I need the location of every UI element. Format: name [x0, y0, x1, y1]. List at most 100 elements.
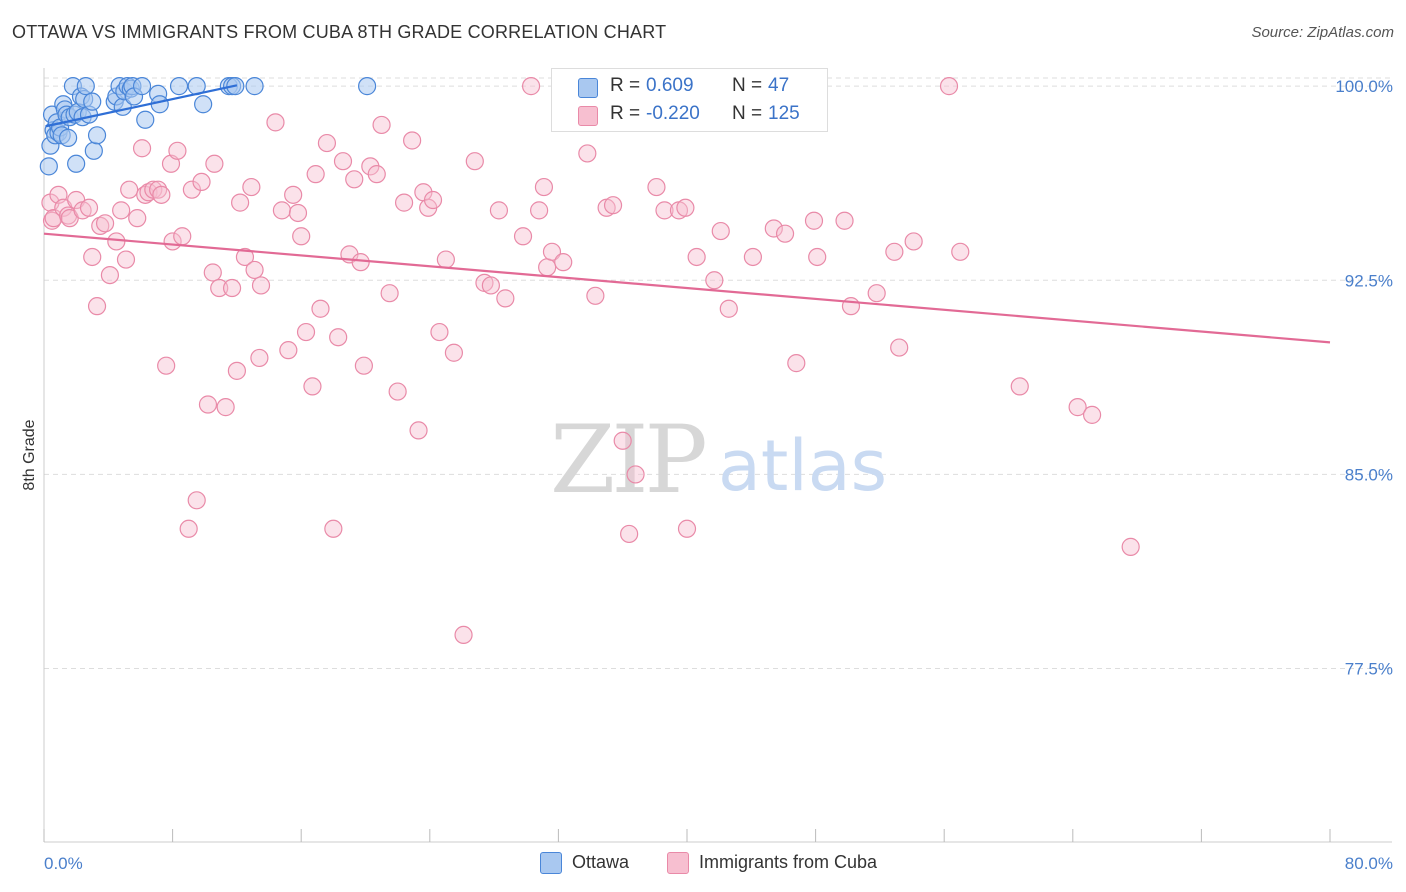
cuba-data-point: [216, 398, 235, 417]
ottawa-data-point: [59, 128, 78, 147]
ottawa-data-point: [83, 92, 102, 111]
cuba-data-point: [251, 276, 271, 295]
cuba-data-point: [465, 152, 484, 171]
cuba-data-point: [317, 133, 337, 153]
y-tick-label: 92.5%: [1345, 271, 1393, 290]
cuba-data-point: [521, 77, 541, 96]
ottawa-data-point: [358, 77, 377, 96]
n-label: N =: [732, 103, 763, 124]
ottawa-legend-label: Ottawa: [572, 852, 630, 872]
cuba-data-point: [808, 247, 827, 267]
cuba-data-point: [329, 328, 348, 347]
cuba-data-point: [890, 338, 909, 357]
cuba-data-point: [345, 170, 364, 189]
cuba-data-point: [430, 322, 449, 342]
cuba-data-point: [489, 201, 509, 220]
cuba-data-point: [513, 227, 533, 246]
cuba-data-point: [1068, 398, 1087, 417]
cuba-data-point: [210, 278, 229, 298]
ottawa-data-point: [39, 157, 58, 176]
cuba-data-point: [677, 519, 697, 538]
cuba-data-point: [1082, 405, 1102, 424]
watermark-atlas: atlas: [718, 425, 887, 507]
cuba-data-point: [149, 180, 168, 199]
cuba-data-point: [333, 152, 353, 171]
cuba-data-point: [787, 354, 806, 373]
cuba-data-point: [554, 253, 573, 272]
cuba-data-point: [655, 201, 674, 220]
cuba-data-point: [841, 297, 861, 316]
cuba-data-point: [705, 271, 724, 290]
cuba-data-point: [222, 278, 242, 298]
cuba-data-point: [128, 209, 147, 228]
cuba-data-point: [87, 297, 107, 316]
cuba-legend-label: Immigrants from Cuba: [699, 852, 878, 872]
cuba-data-point: [835, 211, 854, 230]
cuba-data-point: [132, 139, 152, 158]
cuba-n-value: 125: [768, 103, 800, 124]
cuba-data-point: [306, 165, 325, 184]
cuba-data-point: [586, 286, 605, 305]
cuba-data-point: [711, 221, 730, 241]
cuba-data-point: [296, 322, 316, 342]
cuba-data-point: [120, 180, 139, 199]
cuba-data-point: [187, 491, 206, 510]
source-label: Source: ZipAtlas.com: [1251, 24, 1394, 41]
ottawa-r-value: 0.609: [646, 75, 694, 96]
correlation-legend: R = 0.609 N = 47 R = -0.220 N = 125: [551, 68, 828, 132]
cuba-data-point: [192, 172, 211, 191]
cuba-data-point: [79, 198, 99, 217]
ottawa-trend-line: [45, 84, 238, 128]
cuba-data-point: [83, 247, 102, 267]
ottawa-n-value: 47: [768, 75, 790, 96]
y-tick-label: 85.0%: [1345, 465, 1393, 484]
n-label: N =: [732, 75, 763, 96]
cuba-data-point: [242, 177, 261, 197]
cuba-data-point: [279, 341, 298, 360]
cuba-r-value: -0.220: [646, 103, 700, 124]
cuba-data-point: [372, 115, 391, 135]
cuba-data-point: [481, 276, 500, 295]
chart-title: OTTAWA VS IMMIGRANTS FROM CUBA 8TH GRADE…: [12, 22, 667, 42]
cuba-data-point: [168, 141, 187, 160]
cuba-data-point: [324, 519, 343, 538]
cuba-data-point: [687, 247, 706, 267]
cuba-data-point: [205, 154, 224, 173]
cuba-data-point: [394, 193, 414, 212]
ottawa-data-point: [136, 110, 155, 129]
cuba-data-point: [444, 343, 464, 362]
ottawa-data-point: [150, 95, 169, 114]
cuba-data-point: [603, 196, 623, 215]
zipatlas-watermark: ZIP atlas: [550, 406, 887, 515]
cuba-data-point: [542, 242, 562, 261]
cuba-data-point: [620, 524, 639, 544]
cuba-data-point: [292, 227, 311, 246]
cuba-data-point: [116, 250, 136, 269]
ottawa-data-point: [132, 77, 152, 96]
x-tick-label-min: 0.0%: [44, 854, 83, 873]
x-ticks: [43, 829, 1331, 842]
ottawa-data-point: [87, 126, 107, 145]
ottawa-data-point: [245, 77, 264, 96]
cuba-data-point: [351, 253, 370, 272]
cuba-data-point: [743, 247, 763, 267]
y-tick-labels: 77.5% 85.0% 92.5% 100.0%: [1335, 77, 1393, 678]
cuba-data-point: [288, 203, 308, 223]
cuba-data-point: [436, 250, 455, 269]
cuba-data-point: [179, 519, 198, 538]
watermark-zip: ZIP: [550, 406, 704, 515]
cuba-data-point: [538, 258, 557, 277]
cuba-points: [41, 77, 1140, 645]
legend-row-cuba: R = -0.220 N = 125: [552, 101, 827, 129]
y-axis-label: 8th Grade: [21, 419, 38, 490]
cuba-data-point: [951, 242, 970, 261]
cuba-data-point: [367, 165, 386, 184]
cuba-data-point: [182, 180, 201, 199]
cuba-data-point: [676, 198, 695, 217]
cuba-data-point: [719, 299, 738, 318]
cuba-data-point: [227, 361, 246, 380]
legend-row-ottawa: R = 0.609 N = 47: [552, 73, 827, 101]
cuba-data-point: [904, 232, 923, 251]
cuba-data-point: [1010, 377, 1029, 396]
